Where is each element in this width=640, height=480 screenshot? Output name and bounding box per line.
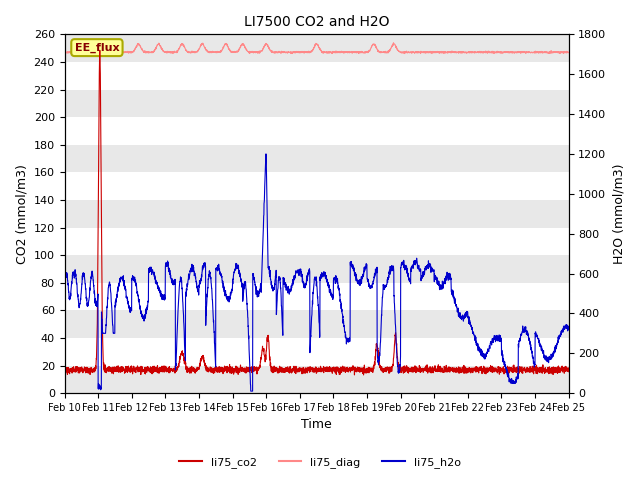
- Bar: [65, 311, 568, 338]
- Y-axis label: CO2 (mmol/m3): CO2 (mmol/m3): [15, 164, 28, 264]
- Bar: [65, 35, 568, 62]
- Bar: [65, 145, 568, 172]
- Title: LI7500 CO2 and H2O: LI7500 CO2 and H2O: [244, 15, 389, 29]
- Legend: li75_co2, li75_diag, li75_h2o: li75_co2, li75_diag, li75_h2o: [175, 452, 465, 472]
- Bar: [65, 90, 568, 117]
- Bar: [65, 255, 568, 283]
- Text: EE_flux: EE_flux: [75, 42, 119, 53]
- Y-axis label: H2O (mmol/m3): H2O (mmol/m3): [612, 164, 625, 264]
- Bar: [65, 200, 568, 228]
- X-axis label: Time: Time: [301, 419, 332, 432]
- Bar: [65, 366, 568, 393]
